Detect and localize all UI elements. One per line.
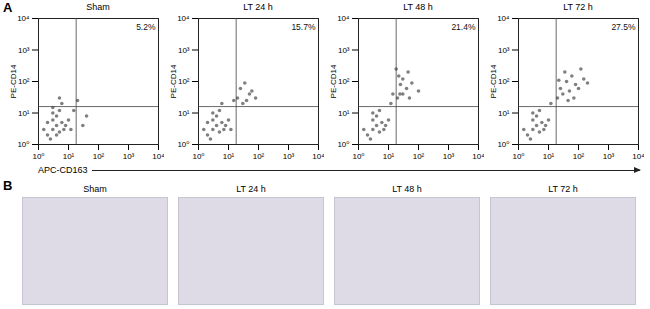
svg-text:10⁰: 10⁰ [192,152,204,161]
html-text:LT 72 h: LT 72 h [548,184,578,194]
svg-text:10²: 10² [573,152,585,161]
svg-text:10³: 10³ [123,152,135,161]
svg-text:10³: 10³ [338,46,350,55]
svg-text:10⁴: 10⁴ [312,152,324,161]
svg-text:10²: 10² [18,77,30,86]
svg-text:10¹: 10¹ [383,152,395,161]
svg-text:10⁰: 10⁰ [32,152,44,161]
svg-text:10⁰: 10⁰ [337,140,349,149]
svg-text:10⁰: 10⁰ [512,152,524,161]
svg-text:10¹: 10¹ [18,109,30,118]
svg-text:10⁴: 10⁴ [472,152,484,161]
svg-text:10⁴: 10⁴ [152,152,164,161]
html-text:A: A [3,0,13,15]
svg-text:10⁰: 10⁰ [17,140,29,149]
svg-text:10³: 10³ [603,152,615,161]
svg-text:10⁴: 10⁴ [177,14,190,23]
html-text:LT 24 h: LT 24 h [236,184,266,194]
svg-text:15.7%: 15.7% [291,22,316,32]
html-text:B: B [3,178,13,193]
svg-text:10⁰: 10⁰ [352,152,364,161]
svg-text:10³: 10³ [283,152,295,161]
html-text:LT 72 h: LT 72 h [563,2,593,12]
svg-text:10²: 10² [413,152,425,161]
svg-text:10⁰: 10⁰ [177,140,189,149]
svg-text:10²: 10² [338,77,350,86]
svg-text:10¹: 10¹ [338,109,350,118]
svg-text:21.4%: 21.4% [451,22,476,32]
html-text:Sham: Sham [83,184,107,194]
svg-text:10⁰: 10⁰ [497,140,509,149]
svg-text:5.2%: 5.2% [136,22,156,32]
svg-text:10³: 10³ [178,46,190,55]
svg-text:10¹: 10¹ [63,152,75,161]
svg-text:10⁴: 10⁴ [17,14,30,23]
svg-text:10⁴: 10⁴ [497,14,510,23]
svg-text:PE-CD14: PE-CD14 [9,64,18,98]
svg-text:10²: 10² [178,77,190,86]
html-text:LT 48 h: LT 48 h [403,2,433,12]
html-text:APC-CD163: APC-CD163 [38,165,88,175]
svg-text:10¹: 10¹ [178,109,190,118]
svg-text:10²: 10² [498,77,510,86]
svg-text:10¹: 10¹ [498,109,510,118]
svg-text:10³: 10³ [443,152,455,161]
svg-text:27.5%: 27.5% [611,22,636,32]
svg-text:10³: 10³ [498,46,510,55]
svg-text:10²: 10² [93,152,105,161]
svg-text:PE-CD14: PE-CD14 [329,64,338,98]
svg-text:10⁴: 10⁴ [337,14,350,23]
svg-text:10³: 10³ [18,46,30,55]
svg-text:PE-CD14: PE-CD14 [169,64,178,98]
html-text:Sham: Sham [86,2,110,12]
html-text:LT 24 h: LT 24 h [243,2,273,12]
svg-text:10²: 10² [253,152,265,161]
svg-text:10⁴: 10⁴ [632,152,644,161]
svg-text:10¹: 10¹ [223,152,235,161]
html-text:LT 48 h: LT 48 h [392,184,422,194]
svg-text:PE-CD14: PE-CD14 [489,64,498,98]
svg-text:10¹: 10¹ [543,152,555,161]
